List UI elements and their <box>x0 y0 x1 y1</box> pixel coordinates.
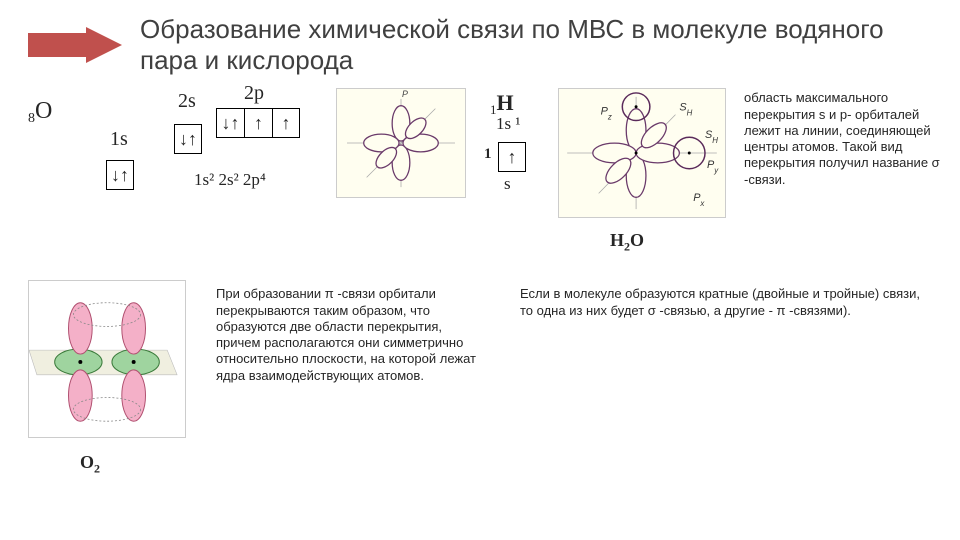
svg-text:P: P <box>402 89 408 99</box>
pi-bond-text: При образовании π -связи орбитали перекр… <box>216 286 486 384</box>
content-area: 8O 2s 2p 1s ↓↑ ↑ ↑ ↓↑ ↓↑ 1s² 2s² 2p⁴ P 1… <box>0 84 960 524</box>
orbital-2p-boxes: ↓↑ ↑ ↑ <box>216 108 300 138</box>
hydrogen-orbital-box: ↑ <box>498 142 526 172</box>
orbital-2s-box: ↓↑ <box>174 124 202 154</box>
label-1s: 1s <box>110 128 128 151</box>
page-title: Образование химической связи по МВС в мо… <box>140 14 932 76</box>
hydrogen-config: 1s ¹ <box>496 114 520 134</box>
o2-label: O2 <box>80 452 100 477</box>
label-2s: 2s <box>178 90 196 113</box>
orbital-1s-box: ↓↑ <box>106 160 134 190</box>
h2o-sigma-diagram: Pz SH SH Py Px <box>558 88 726 218</box>
oxygen-element-label: 8O <box>28 98 52 127</box>
label-2p: 2p <box>244 82 264 105</box>
title-arrow-icon <box>28 27 122 63</box>
hydrogen-one: 1 <box>484 146 492 163</box>
o2-pi-diagram <box>28 280 186 438</box>
p-orbital-diagram: P <box>336 88 466 198</box>
oxygen-config-text: 1s² 2s² 2p⁴ <box>194 170 266 190</box>
h2o-label: H2O <box>610 230 644 255</box>
sigma-bond-text: область максимального перекрытия s и p- … <box>744 90 944 188</box>
hydrogen-s-label: s <box>504 174 511 194</box>
multiple-bonds-text: Если в молекуле образуются кратные (двой… <box>520 286 930 319</box>
